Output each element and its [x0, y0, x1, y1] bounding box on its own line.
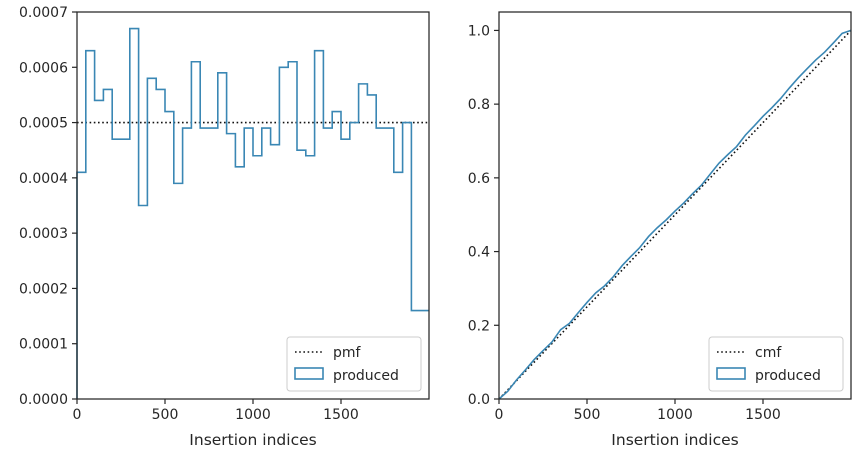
- pmf-y-tick-label: 0.0001: [19, 337, 68, 353]
- cmf-y-tick-label: 0.8: [468, 97, 490, 113]
- pmf-legend: pmf produced: [286, 336, 422, 392]
- pmf-histogram-panel: 0 500 1000 1500 0.0000 0.0001 0.0002 0.0003 0.00…: [19, 5, 430, 449]
- pmf-series-produced: [76, 27, 429, 399]
- cmf-legend-ref-label: cmf: [755, 345, 782, 361]
- cmf-panel: 0 500 1000 1500 0.0 0.2 0.4 0.6 0.8 1.0 Insertion…: [468, 11, 852, 449]
- cmf-y-tick-label: 0.0: [468, 392, 490, 408]
- pmf-x-tick-label: 0: [73, 407, 82, 423]
- pmf-legend-produced-swatch: [294, 367, 324, 380]
- cmf-series-produced: [498, 29, 852, 400]
- cmf-legend-produced-swatch: [716, 367, 746, 380]
- pmf-y-tick-label: 0.0007: [19, 5, 68, 21]
- pmf-y-tick-label: 0.0005: [19, 116, 68, 132]
- cmf-y-tick-label: 0.2: [468, 318, 490, 334]
- pmf-x-tick-label: 1500: [323, 407, 359, 423]
- cmf-x-tick-label: 1000: [657, 407, 693, 423]
- cmf-legend-produced-label: produced: [755, 368, 821, 384]
- cmf-x-axis-label: Insertion indices: [611, 431, 738, 449]
- cmf-legend-box: [708, 336, 844, 392]
- pmf-legend-box: [286, 336, 422, 392]
- pmf-y-tick-label: 0.0002: [19, 281, 68, 297]
- pmf-y-tick-label: 0.0004: [19, 171, 68, 187]
- pmf-legend-produced-label: produced: [333, 368, 399, 384]
- pmf-x-tick-label: 500: [152, 407, 179, 423]
- cmf-y-tick-label: 0.4: [468, 245, 490, 261]
- pmf-x-tick-label: 1000: [235, 407, 271, 423]
- pmf-y-tick-label: 0.0000: [19, 392, 68, 408]
- pmf-y-tick-label: 0.0003: [19, 226, 68, 242]
- pmf-x-axis-label: Insertion indices: [189, 431, 316, 449]
- cmf-y-tick-label: 1.0: [468, 23, 490, 39]
- cmf-x-tick-label: 500: [574, 407, 601, 423]
- pmf-y-tick-label: 0.0006: [19, 60, 68, 76]
- cmf-x-tick-label: 1500: [745, 407, 781, 423]
- cmf-legend: cmf produced: [708, 336, 844, 392]
- cmf-reference-line: [498, 29, 852, 400]
- pmf-legend-ref-label: pmf: [333, 345, 362, 361]
- cmf-y-tick-label: 0.6: [468, 171, 490, 187]
- cmf-x-tick-label: 0: [495, 407, 504, 423]
